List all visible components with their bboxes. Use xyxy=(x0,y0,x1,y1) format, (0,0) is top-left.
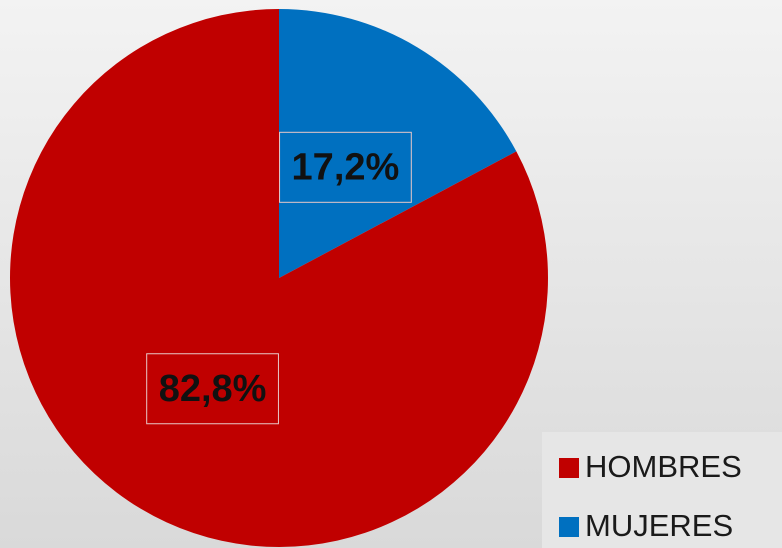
legend-label: MUJERES xyxy=(585,508,733,543)
legend-label: HOMBRES xyxy=(585,449,742,484)
data-label: 17,2% xyxy=(292,146,400,188)
pie-slice xyxy=(10,9,549,547)
legend-swatch xyxy=(559,517,579,537)
pie-slice xyxy=(279,9,517,278)
legend-swatch xyxy=(559,458,579,478)
legend-box xyxy=(542,432,782,548)
data-label-box xyxy=(279,131,412,203)
data-label-box xyxy=(146,353,279,425)
data-label: 82,8% xyxy=(159,368,267,410)
